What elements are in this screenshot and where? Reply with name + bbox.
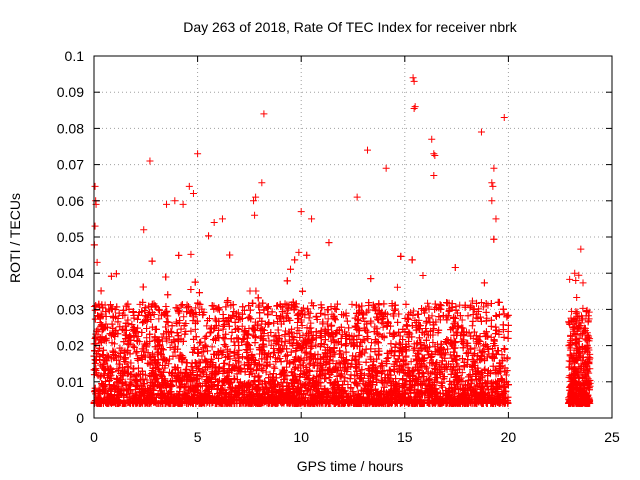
data-point bbox=[393, 283, 401, 291]
data-point bbox=[191, 325, 199, 333]
data-point bbox=[222, 353, 230, 361]
data-point bbox=[305, 308, 313, 316]
data-point bbox=[384, 354, 392, 362]
data-point bbox=[407, 358, 415, 366]
data-point bbox=[295, 248, 303, 256]
data-point bbox=[203, 322, 211, 330]
data-point bbox=[238, 322, 246, 330]
data-point bbox=[271, 364, 279, 372]
data-point bbox=[91, 335, 99, 343]
data-point bbox=[195, 349, 203, 357]
data-point bbox=[155, 315, 163, 323]
data-point bbox=[436, 316, 444, 324]
data-point bbox=[348, 300, 356, 308]
data-point bbox=[115, 352, 123, 360]
data-point bbox=[208, 343, 216, 351]
data-point bbox=[270, 363, 278, 371]
data-point bbox=[492, 312, 500, 320]
data-point bbox=[422, 364, 430, 372]
data-point bbox=[324, 315, 332, 323]
grid-lines bbox=[94, 56, 612, 418]
data-point bbox=[283, 363, 291, 371]
data-point bbox=[477, 298, 485, 306]
data-point bbox=[306, 309, 314, 317]
data-point bbox=[468, 322, 476, 330]
data-points bbox=[90, 74, 594, 408]
data-point bbox=[166, 343, 174, 351]
data-point bbox=[284, 304, 292, 312]
data-point bbox=[147, 354, 155, 362]
data-point bbox=[424, 299, 432, 307]
data-point bbox=[192, 304, 200, 312]
data-point bbox=[243, 347, 251, 355]
data-point bbox=[180, 313, 188, 321]
data-point bbox=[187, 250, 195, 258]
data-point bbox=[458, 316, 466, 324]
data-point bbox=[446, 351, 454, 359]
